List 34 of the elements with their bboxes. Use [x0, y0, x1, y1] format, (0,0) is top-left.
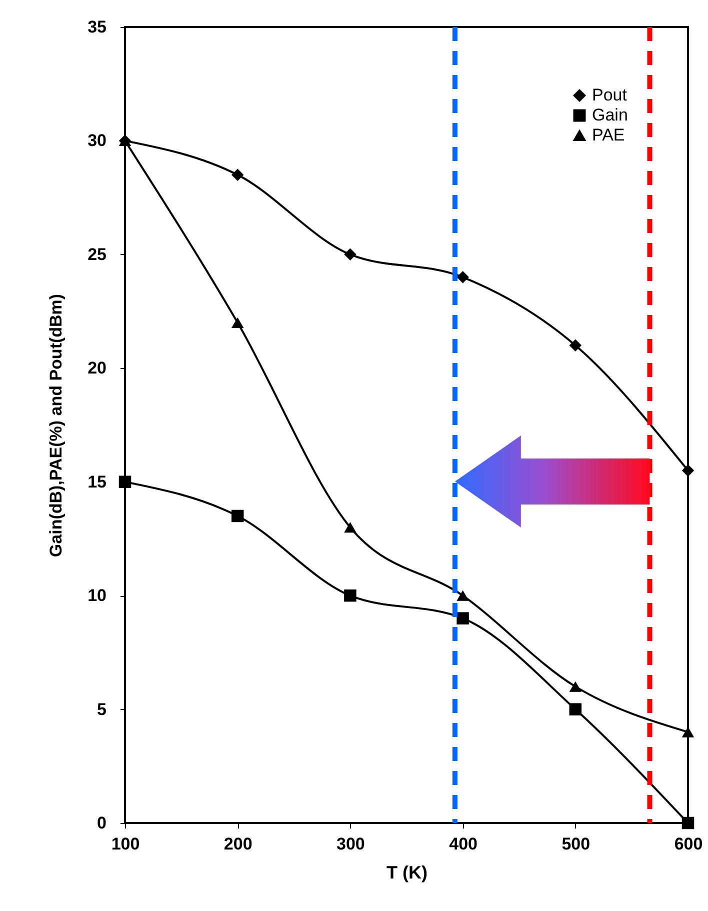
x-tick-label: 500 — [562, 834, 590, 854]
legend-label: Pout — [592, 86, 628, 104]
x-tick-label: 300 — [336, 834, 365, 854]
x-tick-label: 400 — [449, 834, 478, 854]
point — [344, 522, 356, 533]
point — [456, 612, 469, 624]
point — [569, 339, 582, 352]
legend-label: PAE — [592, 126, 625, 144]
y-tick-label: 0 — [97, 814, 106, 832]
y-axis-title: Gain(dB),PAE(%) and Pout(dBm) — [46, 294, 66, 558]
y-tick-label: 35 — [88, 18, 106, 36]
x-tick-label: 200 — [224, 834, 252, 854]
y-tick-label: 5 — [97, 700, 106, 719]
y-tick-label: 15 — [88, 472, 106, 492]
x-axis-title: T (K) — [386, 862, 428, 882]
point — [231, 317, 244, 328]
point — [231, 510, 244, 522]
point — [456, 271, 469, 284]
x-tick-label: 600 — [674, 834, 703, 854]
point — [569, 681, 582, 692]
y-tick-label: 10 — [88, 586, 106, 606]
point — [344, 248, 356, 261]
y-tick-label: 30 — [88, 131, 106, 150]
y-tick-label: 25 — [88, 244, 106, 264]
point — [569, 703, 582, 716]
point — [118, 476, 132, 488]
x-tick-label: 100 — [111, 834, 140, 854]
point — [456, 590, 469, 601]
point — [344, 589, 356, 602]
legend-label: Gain — [592, 106, 628, 124]
y-tick-label: 20 — [88, 358, 106, 378]
point — [231, 168, 244, 181]
point — [682, 816, 694, 830]
point — [682, 464, 694, 477]
